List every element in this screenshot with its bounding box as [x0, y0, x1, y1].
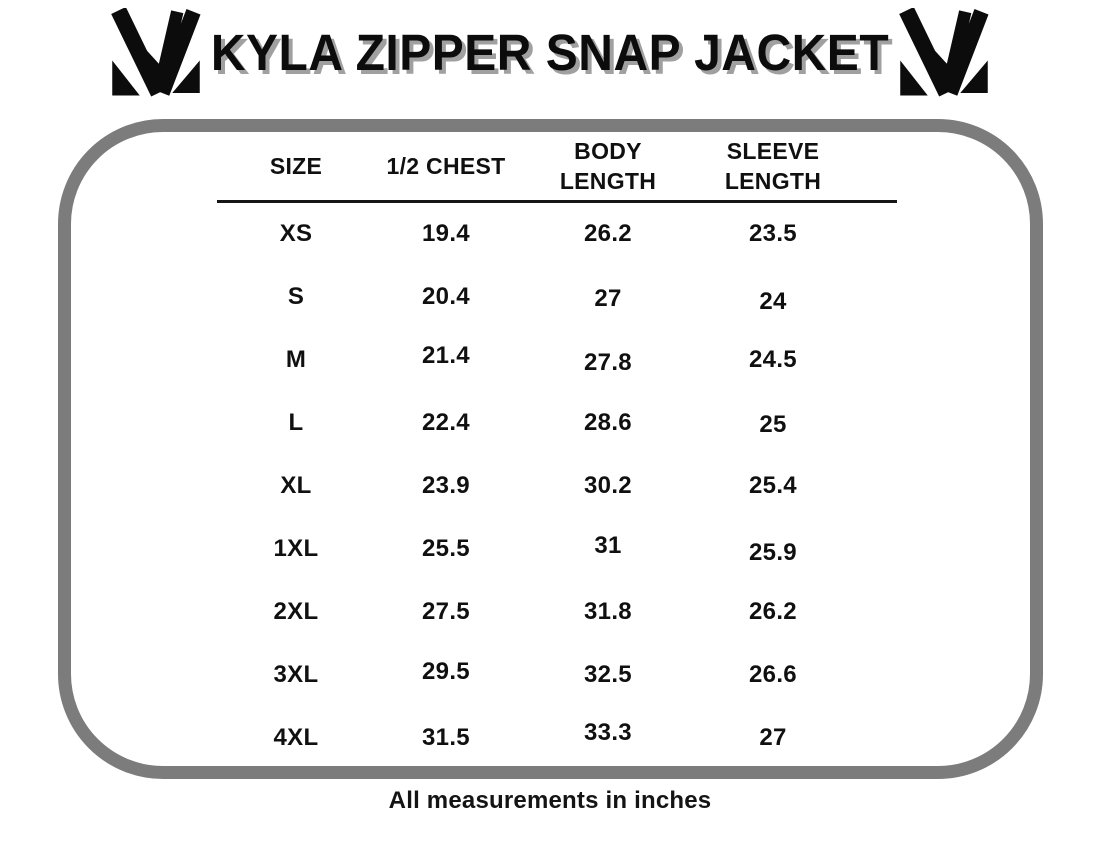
page-title: KYLA ZIPPER SNAP JACKET	[210, 24, 890, 82]
table-row: L 22.4 28.6 25	[217, 391, 847, 454]
cell-body-length: 32.5	[584, 660, 632, 688]
table-row: 2XL 27.5 31.8 26.2	[217, 580, 847, 643]
cell-half-chest: 31.5	[422, 723, 470, 751]
cell-body-length: 31.8	[584, 597, 632, 625]
cell-size: XL	[280, 471, 312, 499]
table-header-row: SIZE 1/2 CHEST BODY LENGTH SLEEVE LENGTH	[217, 136, 847, 198]
table-row: M 21.4 27.8 24.5	[217, 328, 847, 391]
cell-half-chest: 22.4	[422, 408, 470, 436]
table-row: S 20.4 27 24	[217, 265, 847, 328]
cell-size: 1XL	[273, 534, 319, 562]
footer-note: All measurements in inches	[388, 787, 712, 814]
cell-half-chest: 20.4	[422, 282, 470, 310]
cell-size: 2XL	[273, 597, 319, 625]
cell-sleeve-length: 23.5	[749, 219, 797, 247]
cell-half-chest: 25.5	[422, 534, 470, 562]
cell-sleeve-length: 27	[759, 723, 787, 751]
cell-sleeve-length: 25	[759, 410, 787, 438]
cell-size: M	[285, 345, 307, 373]
header-underline	[217, 200, 897, 203]
column-header-body-length-label: BODY LENGTH	[559, 138, 657, 194]
cell-half-chest: 19.4	[422, 219, 470, 247]
chart-frame	[58, 119, 1043, 779]
brand-monogram-icon	[893, 8, 995, 98]
cell-sleeve-length: 24	[759, 287, 787, 315]
brand-monogram-icon	[105, 8, 207, 98]
table-row: 4XL 31.5 33.3 27	[217, 706, 847, 769]
cell-sleeve-length: 24.5	[749, 345, 797, 373]
table-row: 3XL 29.5 32.5 26.6	[217, 643, 847, 706]
column-header-body-length: BODY LENGTH	[517, 137, 699, 197]
cell-body-length: 27.8	[584, 348, 632, 376]
cell-sleeve-length: 26.2	[749, 597, 797, 625]
cell-half-chest: 27.5	[422, 597, 470, 625]
table-row: XL 23.9 30.2 25.4	[217, 454, 847, 517]
cell-size: 4XL	[273, 723, 319, 751]
cell-size: XS	[279, 219, 313, 247]
cell-body-length: 30.2	[584, 471, 632, 499]
cell-body-length: 28.6	[584, 408, 632, 436]
cell-half-chest: 21.4	[422, 341, 470, 369]
cell-sleeve-length: 25.9	[749, 538, 797, 566]
column-header-size: SIZE	[269, 153, 323, 180]
cell-body-length: 31	[594, 531, 622, 559]
cell-sleeve-length: 25.4	[749, 471, 797, 499]
cell-half-chest: 23.9	[422, 471, 470, 499]
cell-size: 3XL	[273, 660, 319, 688]
cell-size: S	[287, 282, 305, 310]
table-row: 1XL 25.5 31 25.9	[217, 517, 847, 580]
column-header-half-chest: 1/2 CHEST	[386, 153, 506, 180]
cell-body-length: 26.2	[584, 219, 632, 247]
table-body: XS 19.4 26.2 23.5 S 20.4 27 24 M 21.4 27…	[217, 202, 847, 769]
column-header-sleeve-length: SLEEVE LENGTH	[699, 137, 847, 197]
cell-body-length: 27	[594, 284, 622, 312]
header: KYLA ZIPPER SNAP JACKET	[0, 8, 1100, 98]
cell-sleeve-length: 26.6	[749, 660, 797, 688]
cell-half-chest: 29.5	[422, 657, 470, 685]
column-header-sleeve-length-label: SLEEVE LENGTH	[724, 138, 822, 194]
size-table: SIZE 1/2 CHEST BODY LENGTH SLEEVE LENGTH…	[217, 136, 897, 751]
cell-size: L	[288, 408, 304, 436]
cell-body-length: 33.3	[584, 718, 632, 746]
table-row: XS 19.4 26.2 23.5	[217, 202, 847, 265]
